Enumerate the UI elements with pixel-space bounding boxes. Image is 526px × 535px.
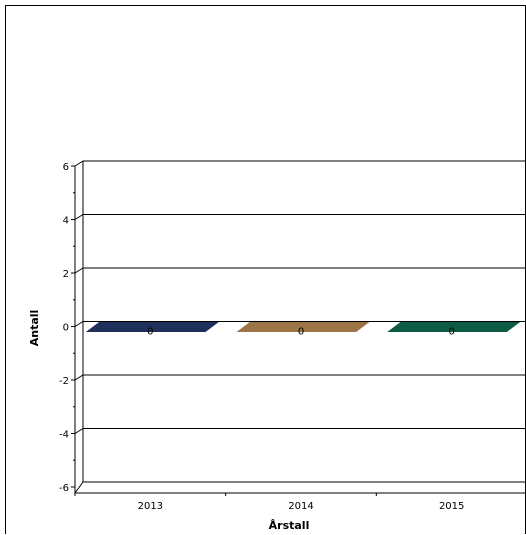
y-tick-label: 0	[63, 323, 69, 334]
y-tick-label: -2	[59, 376, 69, 387]
gridline-depth	[74, 267, 84, 274]
gridline-depth	[74, 374, 84, 381]
bars	[85, 322, 521, 332]
bar-chart: 6 4 2 0 -2 -4 -6 0 2013 0 2014 0 2015 Årstall Antall	[28, 160, 526, 532]
gridline-depth	[74, 160, 84, 167]
labels: 6 4 2 0 -2 -4 -6 0 2013 0 2014 0 2015	[59, 162, 464, 512]
gridline-depth	[74, 321, 84, 327]
y-tick-label: -6	[59, 483, 69, 494]
y-tick-label: 6	[63, 162, 69, 173]
axes	[71, 161, 526, 496]
gridline-depth	[74, 428, 84, 434]
bar-2013	[85, 322, 219, 332]
chart-frame: 6 4 2 0 -2 -4 -6 0 2013 0 2014 0 2015 Årstall Antall	[5, 5, 526, 534]
y-axis-title: Antall	[28, 310, 41, 347]
data-label-2014: 0	[298, 327, 304, 338]
y-tick-label: 2	[63, 269, 69, 280]
x-tick-label-2015: 2015	[439, 501, 464, 512]
data-label-2013: 0	[147, 327, 153, 338]
y-tick-label: -4	[59, 430, 69, 441]
x-axis-title: Årstall	[269, 519, 310, 532]
gridline-depth	[74, 214, 84, 220]
y-tick-label: 4	[63, 216, 69, 227]
bar-2015	[387, 322, 521, 332]
data-label-2015: 0	[448, 327, 454, 338]
bar-2014	[236, 322, 370, 332]
x-tick-label-2013: 2013	[138, 501, 163, 512]
grid-lines	[74, 160, 526, 434]
floor-depth-edge	[74, 481, 84, 494]
x-tick-label-2014: 2014	[288, 501, 313, 512]
